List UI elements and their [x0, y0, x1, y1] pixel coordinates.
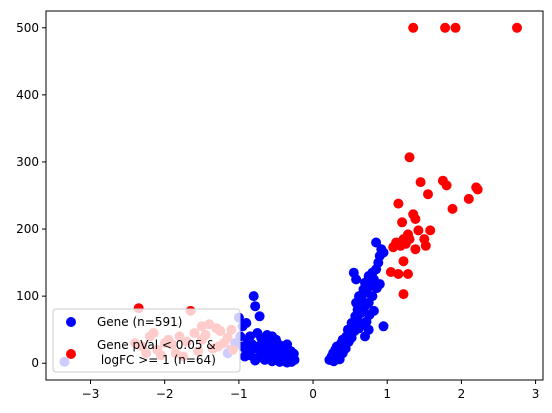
x-tick-label-1: −2 — [156, 387, 174, 401]
gene-point-60 — [276, 342, 287, 353]
x-tick-label-3: 0 — [309, 387, 317, 401]
significant-point-8 — [423, 189, 433, 200]
significant-point-6 — [441, 180, 452, 191]
gene-point-91 — [378, 247, 389, 258]
significant-point-7 — [415, 177, 426, 188]
significant-point-1 — [440, 22, 451, 33]
legend-box — [52, 308, 241, 373]
x-tick-label-4: 1 — [383, 387, 391, 401]
gene-point-8 — [254, 311, 265, 322]
gene-point-116 — [363, 324, 374, 335]
gene-point-6 — [250, 301, 261, 312]
significant-point-0 — [408, 22, 419, 33]
legend-label-significant: Gene pVal < 0.05 & logFC >= 1 (n=64) — [97, 338, 219, 367]
x-tick-label-2: −1 — [230, 387, 248, 401]
significant-point-25 — [400, 238, 411, 249]
x-axis: −3 −2 −1 0 1 2 3 — [82, 380, 540, 401]
significant-point-31 — [393, 269, 404, 279]
x-tick-label-6: 3 — [532, 387, 540, 401]
gene-point-57 — [250, 355, 261, 366]
significant-point-26 — [410, 244, 421, 255]
gene-point-118 — [371, 283, 382, 294]
significant-point-27 — [420, 240, 431, 251]
y-tick-label-3: 300 — [16, 155, 39, 169]
gene-point-58 — [254, 340, 265, 351]
significant-point-29 — [398, 256, 409, 267]
gene-point-5 — [248, 291, 259, 302]
gene-point-48 — [247, 339, 258, 350]
y-tick-label-2: 200 — [16, 222, 39, 236]
significant-point-30 — [385, 267, 396, 277]
series-gene — [59, 237, 389, 368]
significant-point-12 — [410, 214, 421, 224]
gene-point-117 — [367, 291, 378, 302]
legend-label-gene: Gene (n=591) — [97, 315, 182, 329]
significant-point-3 — [512, 22, 522, 33]
legend-label-significant-line1: Gene pVal < 0.05 & — [97, 338, 216, 352]
legend-marker-gene — [66, 317, 76, 327]
y-tick-label-0: 0 — [31, 356, 39, 370]
significant-point-14 — [463, 193, 474, 204]
legend-label-significant-line2: logFC >= 1 (n=64) — [97, 353, 216, 367]
gene-point-94 — [351, 274, 362, 285]
y-tick-label-5: 500 — [16, 21, 39, 35]
gene-point-92 — [371, 237, 382, 248]
significant-point-2 — [450, 22, 461, 33]
gene-point-3 — [241, 318, 252, 328]
y-tick-label-1: 100 — [16, 289, 39, 303]
significant-point-10 — [472, 184, 483, 195]
gene-point-56 — [239, 351, 250, 362]
gene-point-112 — [368, 305, 379, 316]
gene-point-55 — [286, 356, 297, 367]
significant-point-28 — [388, 242, 399, 253]
gene-point-59 — [265, 344, 276, 355]
significant-point-4 — [404, 152, 415, 163]
significant-point-21 — [425, 225, 436, 236]
legend: Gene (n=591) Gene pVal < 0.05 & logFC >=… — [52, 308, 241, 373]
significant-point-19 — [413, 225, 424, 236]
legend-marker-significant — [66, 349, 76, 359]
significant-point-33 — [398, 289, 409, 300]
x-tick-label-5: 2 — [458, 387, 466, 401]
plot-frame — [45, 10, 544, 381]
y-tick-label-4: 400 — [16, 88, 39, 102]
significant-point-16 — [397, 217, 408, 228]
gene-point-114 — [378, 321, 389, 332]
x-tick-label-0: −3 — [82, 387, 100, 401]
significant-point-15 — [447, 203, 458, 214]
significant-point-13 — [393, 198, 404, 209]
y-axis: 0 100 200 300 400 500 — [16, 21, 46, 370]
significant-point-32 — [403, 269, 413, 279]
